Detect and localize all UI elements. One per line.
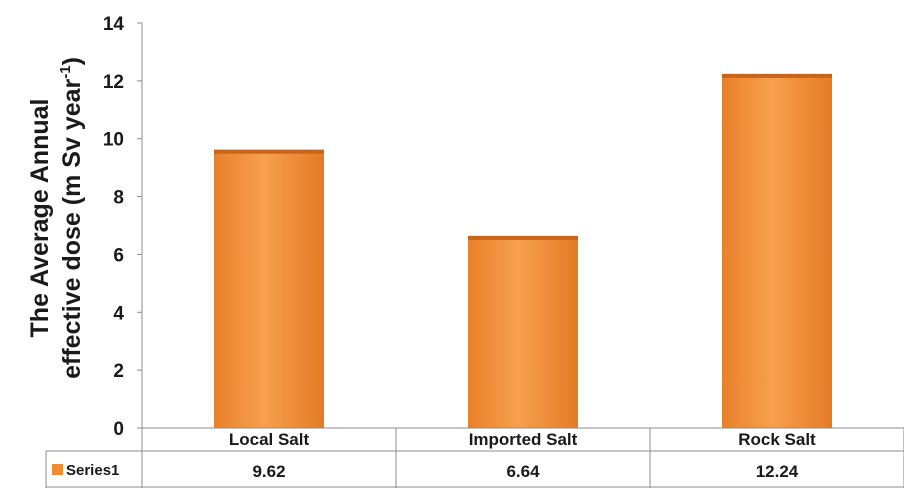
category-label: Rock Salt [738, 430, 816, 449]
data-table-value: 9.62 [252, 462, 285, 481]
y-tick-label: 0 [113, 419, 124, 440]
bar [722, 73, 832, 429]
category-label: Imported Salt [469, 430, 578, 449]
y-tick-label: 2 [113, 361, 124, 382]
y-axis-title-line1: The Average Annual [26, 99, 54, 338]
bar-top-edge [722, 73, 832, 78]
y-tick-label: 8 [113, 188, 124, 209]
y-axis-ticks: 0 2 4 6 8 10 12 14 [103, 14, 142, 440]
legend-series-name: Series1 [66, 462, 119, 479]
category-label: Local Salt [229, 430, 310, 449]
y-axis-title-line2: effective dose (m Sv year-1) [57, 57, 86, 379]
bars [214, 73, 832, 429]
data-table-value: 12.24 [756, 462, 799, 481]
data-table-value: 6.64 [506, 462, 540, 481]
y-tick-label: 4 [113, 303, 124, 324]
data-table: Local Salt 9.62 Imported Salt 6.64 Rock Salt… [45, 427, 904, 488]
y-tick-label: 6 [113, 245, 124, 266]
y-tick-label: 14 [103, 14, 125, 35]
bar-top-edge [214, 149, 324, 154]
bar [214, 149, 324, 428]
bar-top-edge [468, 235, 578, 240]
y-axis-title: The Average Annual effective dose (m Sv … [26, 57, 86, 379]
bar [468, 235, 578, 428]
y-tick-label: 12 [103, 72, 124, 93]
legend-swatch [52, 464, 63, 475]
y-tick-label: 10 [103, 130, 124, 151]
